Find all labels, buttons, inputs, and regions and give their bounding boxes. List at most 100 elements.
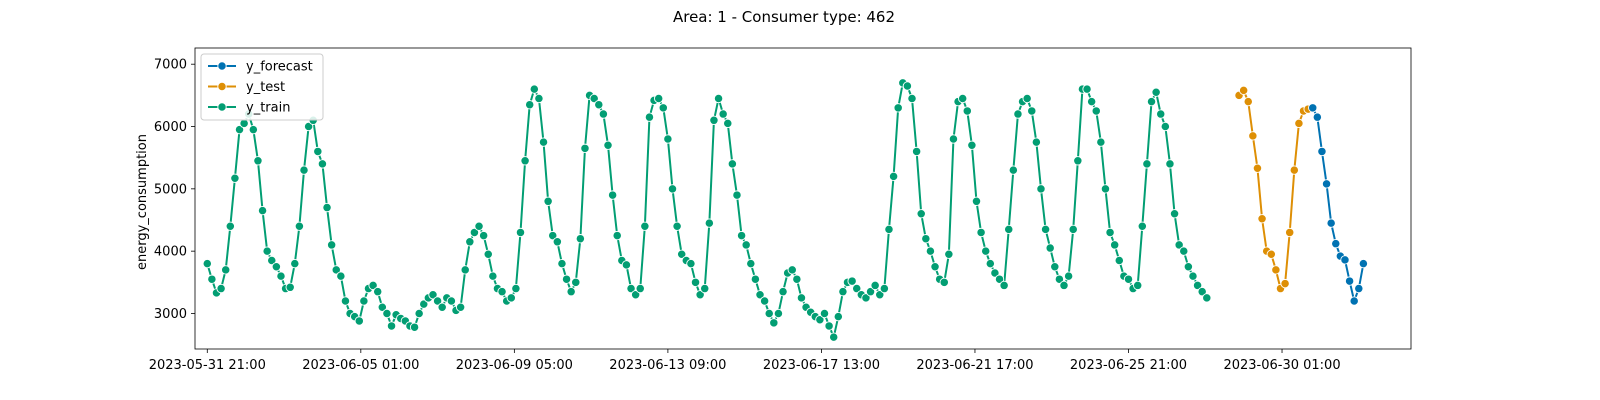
x-tick-label: 2023-06-09 05:00 <box>456 358 573 373</box>
data-point <box>202 258 212 269</box>
data-point <box>704 218 714 228</box>
data-point <box>428 290 438 300</box>
data-point <box>1285 227 1295 238</box>
data-point <box>1354 283 1364 294</box>
data-point <box>538 137 549 147</box>
data-point <box>515 227 526 238</box>
data-point <box>939 277 949 287</box>
data-point <box>824 321 834 331</box>
data-point <box>981 246 991 256</box>
data-point <box>967 140 977 150</box>
data-point <box>1252 163 1263 173</box>
data-point <box>1312 112 1322 122</box>
data-point <box>778 287 788 297</box>
plot-frame <box>194 47 1412 350</box>
data-point <box>1239 85 1249 96</box>
data-point <box>663 134 673 144</box>
data-point <box>930 262 940 272</box>
chart-title: Area: 1 - Consumer type: 462 <box>673 8 895 26</box>
data-point <box>893 103 903 113</box>
data-point <box>1344 276 1355 286</box>
data-point <box>437 302 447 312</box>
data-point <box>543 196 553 206</box>
data-point <box>755 290 765 300</box>
data-point <box>1174 240 1184 250</box>
data-point <box>644 112 655 122</box>
data-point <box>1257 214 1267 224</box>
data-point <box>1123 274 1134 284</box>
data-point <box>377 302 387 312</box>
data-point <box>879 283 890 294</box>
data-point <box>925 246 936 256</box>
data-point <box>736 230 747 241</box>
data-point <box>1151 87 1161 97</box>
data-point <box>985 258 995 269</box>
data-point <box>455 302 466 312</box>
data-point <box>773 308 784 319</box>
y-axis-label: energy_consumption <box>135 134 150 270</box>
data-point <box>1308 103 1318 113</box>
data-point <box>1031 137 1042 147</box>
data-point <box>1326 218 1336 228</box>
y-tick-label: 4000 <box>154 245 187 260</box>
data-point <box>1317 146 1327 157</box>
data-point <box>667 184 678 194</box>
data-point <box>1027 106 1037 116</box>
data-point <box>948 134 959 144</box>
data-point <box>1349 296 1359 306</box>
data-point <box>1142 159 1152 169</box>
x-axis: 2023-05-31 21:00 2023-06-05 01:00 2023-06-… <box>149 349 1341 373</box>
data-point <box>460 265 470 275</box>
data-point <box>446 296 457 306</box>
data-point <box>326 240 337 250</box>
data-point <box>847 276 857 286</box>
data-point <box>1096 137 1106 147</box>
data-point <box>465 237 475 247</box>
data-point <box>1156 109 1166 119</box>
series-y-forecast <box>1308 103 1369 306</box>
data-point <box>603 140 613 150</box>
data-point <box>700 283 710 294</box>
data-point <box>1133 280 1143 291</box>
data-point <box>419 299 429 309</box>
data-point <box>331 265 341 275</box>
data-point <box>833 311 843 322</box>
data-point <box>1063 271 1074 281</box>
legend-box <box>200 53 324 121</box>
data-point <box>1137 221 1147 231</box>
x-tick-label: 2023-05-31 21:00 <box>149 358 266 373</box>
data-point <box>221 265 231 275</box>
data-point <box>216 283 226 294</box>
data-point <box>1013 109 1023 119</box>
data-point <box>409 322 420 332</box>
data-point <box>769 318 779 328</box>
data-point <box>253 156 263 166</box>
data-point <box>994 274 1005 284</box>
legend: y_forecast y_test y_train <box>200 53 324 121</box>
data-point <box>1073 156 1083 166</box>
data-point <box>1183 262 1194 272</box>
data-point <box>921 234 931 244</box>
data-point <box>534 93 544 104</box>
data-point <box>875 290 885 300</box>
data-point <box>322 202 332 213</box>
data-point <box>1110 240 1120 250</box>
data-point <box>1091 106 1101 116</box>
data-point <box>902 81 913 91</box>
data-point <box>1280 278 1290 289</box>
data-point <box>1100 184 1111 194</box>
data-point <box>764 308 774 319</box>
data-point <box>1050 262 1060 272</box>
data-point <box>1114 255 1124 266</box>
data-point <box>750 274 761 284</box>
data-point <box>294 221 305 231</box>
data-point <box>718 109 728 119</box>
data-point <box>815 315 825 325</box>
x-tick-label: 2023-06-13 09:00 <box>609 358 726 373</box>
data-point <box>271 262 282 272</box>
data-point <box>612 230 622 241</box>
series-y-test <box>1234 85 1313 294</box>
data-point <box>511 283 521 294</box>
data-point <box>884 224 894 235</box>
